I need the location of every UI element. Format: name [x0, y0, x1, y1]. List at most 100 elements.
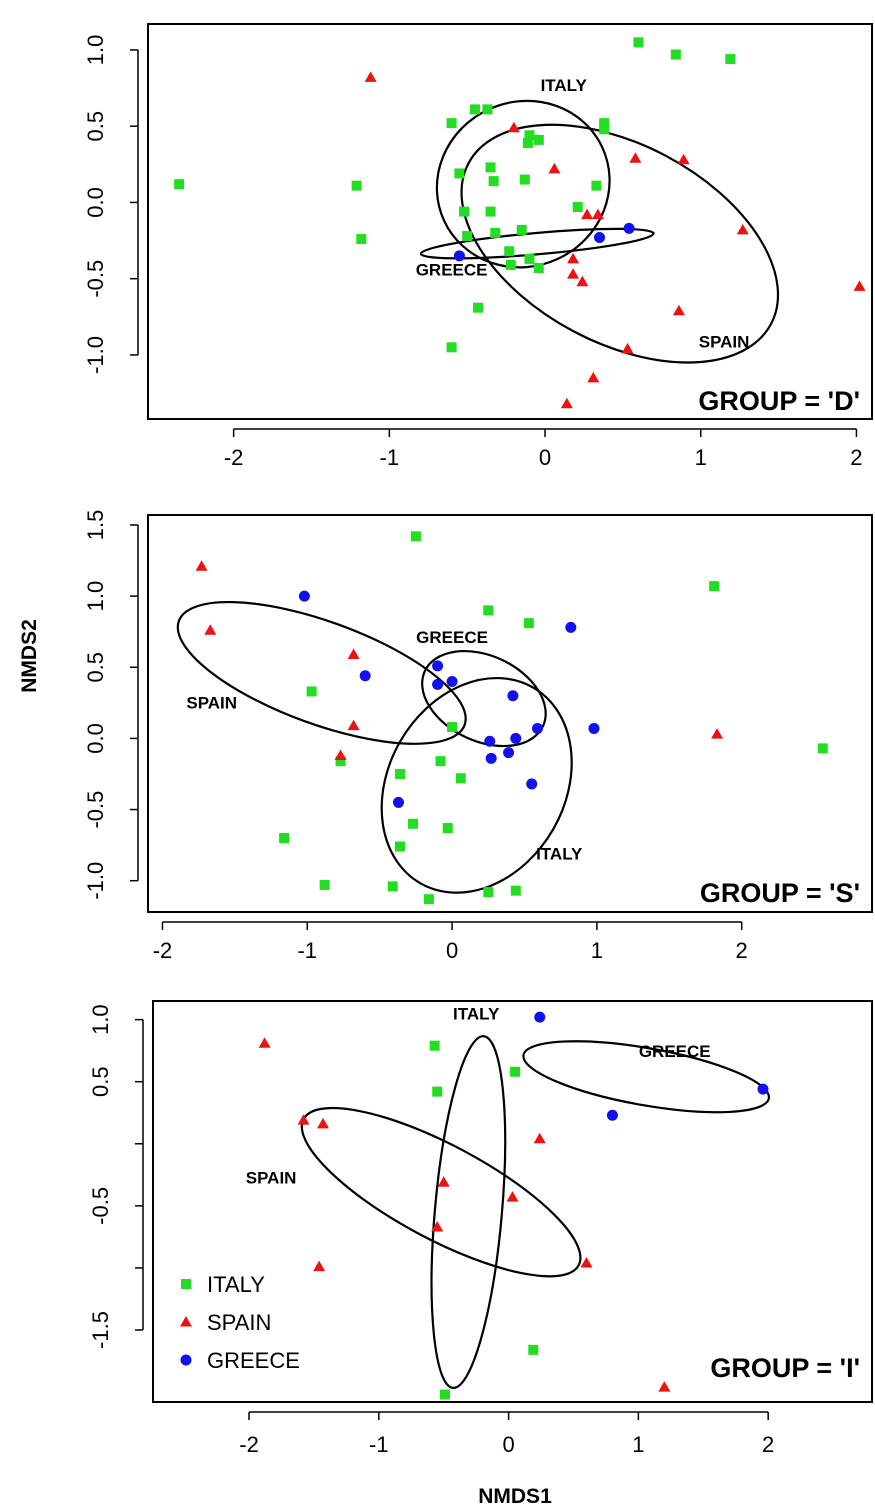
- y-tick-label: -1.0: [83, 336, 108, 374]
- point-italy: [394, 841, 405, 852]
- point-italy: [473, 302, 484, 313]
- point-spain: [334, 749, 347, 760]
- point-greece: [503, 747, 515, 759]
- x-tick-label: 1: [632, 1432, 644, 1457]
- x-tick-label: 2: [850, 445, 862, 470]
- x-tick-label: 0: [446, 938, 458, 963]
- y-tick-label: -0.5: [83, 791, 108, 829]
- point-italy: [462, 230, 473, 241]
- ellipse-label-spain: SPAIN: [699, 332, 750, 351]
- point-italy: [319, 879, 330, 890]
- point-italy: [483, 887, 494, 898]
- point-spain: [591, 208, 604, 220]
- point-greece: [485, 752, 497, 764]
- point-spain: [533, 1132, 546, 1144]
- point-greece: [594, 232, 606, 244]
- panel-group-s: -2 -1 0 1 2 -1.0 -0.5 0.0 0.5 1.0 1.5 GREECE SPAIN IT…: [83, 510, 873, 963]
- point-italy: [599, 124, 610, 135]
- x-tick-label: -1: [369, 1432, 389, 1457]
- point-spain: [576, 275, 589, 287]
- y-tick-label: 0.5: [83, 652, 108, 683]
- point-greece: [588, 722, 600, 734]
- legend-label-spain: SPAIN: [207, 1310, 271, 1335]
- point-spain: [258, 1037, 271, 1048]
- point-italy: [423, 894, 434, 905]
- point-spain: [567, 252, 580, 264]
- point-spain: [629, 152, 642, 163]
- point-italy: [459, 206, 470, 217]
- point-spain: [297, 1114, 310, 1125]
- point-italy: [528, 1344, 539, 1355]
- point-italy: [709, 581, 720, 592]
- point-italy: [279, 833, 290, 844]
- x-tick-label: 2: [762, 1432, 774, 1457]
- point-italy: [505, 259, 516, 270]
- ellipse-label-greece: GREECE: [416, 628, 488, 647]
- point-italy: [485, 206, 496, 217]
- ellipse-label-italy: ITALY: [541, 76, 588, 95]
- ellipse-label-spain: SPAIN: [186, 694, 237, 713]
- point-italy: [483, 605, 494, 616]
- confidence-ellipse-greece: [421, 649, 547, 748]
- point-greece: [298, 590, 310, 602]
- y-tick-label: -1.0: [83, 862, 108, 900]
- point-greece: [532, 722, 544, 734]
- group-label: GROUP = 'I': [710, 1353, 860, 1383]
- y-tick-label: -1.5: [88, 1311, 113, 1349]
- point-italy: [440, 1389, 451, 1400]
- point-spain: [672, 304, 685, 316]
- y-tick-label: 1.0: [83, 581, 108, 612]
- point-italy: [817, 743, 828, 754]
- confidence-ellipse-spain: [176, 600, 467, 745]
- point-italy: [523, 618, 534, 629]
- point-italy: [446, 342, 457, 353]
- ellipse-label-italy: ITALY: [536, 844, 583, 863]
- x-tick-label: -2: [153, 938, 173, 963]
- point-spain: [506, 1191, 519, 1202]
- point-italy: [533, 134, 544, 145]
- ellipse-label-greece: GREECE: [639, 1042, 711, 1061]
- panel-group-i: -2 -1 0 1 2 -1.5 -0.5 0.5 1.0 ITALY GREECE SPAIN GRO…: [88, 1000, 873, 1457]
- point-italy: [725, 54, 736, 65]
- point-greece: [623, 222, 635, 234]
- point-italy: [446, 118, 457, 129]
- point-spain: [204, 624, 217, 635]
- point-greece: [534, 1011, 546, 1023]
- x-tick-label: 1: [591, 938, 603, 963]
- point-greece: [432, 678, 444, 690]
- x-tick-label: 1: [695, 445, 707, 470]
- point-italy: [429, 1040, 440, 1051]
- y-tick-label: 1.0: [83, 35, 108, 66]
- point-italy: [442, 823, 453, 834]
- point-greece: [606, 1109, 618, 1121]
- point-greece: [510, 732, 522, 744]
- plot-frame: [152, 1000, 873, 1403]
- point-spain: [736, 223, 749, 235]
- point-greece: [484, 735, 496, 747]
- point-italy: [522, 137, 533, 148]
- point-spain: [347, 648, 360, 659]
- point-italy: [174, 179, 185, 190]
- x-tick-label: 0: [539, 445, 551, 470]
- x-axis-title: NMDS1: [478, 1485, 552, 1508]
- point-greece: [757, 1083, 769, 1095]
- point-italy: [410, 531, 421, 542]
- point-italy: [510, 885, 521, 896]
- point-italy: [482, 104, 493, 115]
- point-spain: [580, 1256, 593, 1268]
- point-italy: [516, 224, 527, 235]
- point-spain: [621, 342, 634, 354]
- y-tick-label: -0.5: [83, 260, 108, 298]
- point-italy: [356, 234, 367, 245]
- point-greece: [453, 250, 465, 262]
- x-tick-label: -2: [239, 1432, 259, 1457]
- point-spain: [677, 153, 690, 165]
- point-italy: [455, 773, 466, 784]
- group-label: GROUP = 'D': [698, 386, 860, 416]
- group-label: GROUP = 'S': [700, 878, 860, 908]
- point-greece: [526, 778, 538, 790]
- point-spain: [507, 121, 520, 133]
- y-tick-label: 0.0: [83, 187, 108, 218]
- point-spain: [658, 1381, 671, 1392]
- point-italy: [454, 168, 465, 179]
